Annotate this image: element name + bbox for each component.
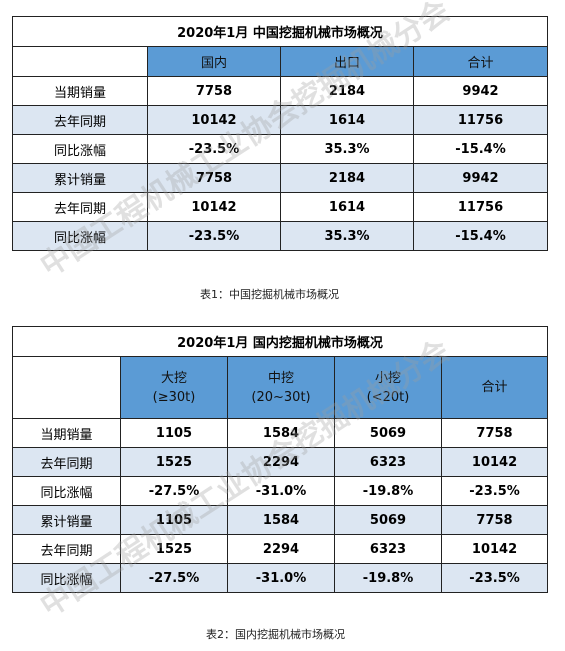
header-line: 中挖: [267, 370, 294, 386]
table-domestic-excavator-market: 2020年1月 国内挖掘机械市场概况 大挖 (≥30t) 中挖 (20~30t)…: [11, 326, 549, 593]
cell-value: 10142: [440, 534, 549, 564]
header-line: (20~30t): [251, 389, 311, 405]
cell-value: -23.5%: [147, 221, 281, 251]
cell-value: 1105: [120, 505, 228, 535]
table1-caption: 表1：中国挖掘机械市场概况: [200, 288, 339, 301]
table-row: 同比涨幅 -23.5% 35.3% -15.4%: [12, 134, 549, 164]
cell-value: 1525: [120, 447, 228, 477]
cell-value: 7758: [440, 418, 549, 448]
cell-value: -27.5%: [120, 476, 228, 506]
row-label: 当期销量: [12, 76, 148, 106]
cell-value: 2294: [227, 447, 335, 477]
cell-value: 1525: [120, 534, 228, 564]
header-export: 出口: [280, 46, 414, 77]
table-title: 2020年1月 国内挖掘机械市场概况: [11, 326, 549, 357]
cell-value: 1614: [280, 192, 414, 222]
row-label: 去年同期: [12, 447, 121, 477]
cell-value: 7758: [147, 76, 281, 106]
row-label: 当期销量: [12, 418, 121, 448]
cell-value: -23.5%: [147, 134, 281, 164]
cell-value: 5069: [334, 418, 442, 448]
cell-value: 11756: [412, 105, 549, 135]
header-line: (≥30t): [152, 389, 196, 405]
row-label: 同比涨幅: [12, 221, 148, 251]
cell-value: 1584: [227, 505, 335, 535]
table-title: 2020年1月 中国挖掘机械市场概况: [11, 16, 549, 47]
row-label: 去年同期: [12, 534, 121, 564]
table-row: 去年同期 1525 2294 6323 10142: [12, 534, 549, 564]
cell-value: -27.5%: [120, 563, 228, 593]
cell-value: 7758: [147, 163, 281, 193]
cell-value: -23.5%: [440, 476, 549, 506]
header-large-excavator: 大挖 (≥30t): [120, 356, 228, 419]
cell-value: 7758: [440, 505, 549, 535]
cell-value: -19.8%: [334, 476, 442, 506]
table2-caption: 表2：国内挖掘机械市场概况: [206, 628, 345, 641]
row-label: 累计销量: [12, 163, 148, 193]
cell-value: 10142: [440, 447, 549, 477]
header-blank: [12, 356, 121, 419]
row-label: 去年同期: [12, 105, 148, 135]
table-row: 同比涨幅 -23.5% 35.3% -15.4%: [12, 221, 549, 251]
table-row: 同比涨幅 -27.5% -31.0% -19.8% -23.5%: [12, 563, 549, 593]
table-row: 当期销量 1105 1584 5069 7758: [12, 418, 549, 448]
cell-value: -15.4%: [412, 134, 549, 164]
cell-value: -23.5%: [440, 563, 549, 593]
header-small-excavator: 小挖 (<20t): [334, 356, 442, 419]
cell-value: 10142: [147, 192, 281, 222]
cell-value: 35.3%: [280, 134, 414, 164]
header-line: (<20t): [366, 389, 410, 405]
table-row: 同比涨幅 -27.5% -31.0% -19.8% -23.5%: [12, 476, 549, 506]
table-row: 累计销量 1105 1584 5069 7758: [12, 505, 549, 535]
table-row: 当期销量 7758 2184 9942: [12, 76, 549, 106]
header-line: 大挖: [160, 370, 187, 386]
cell-value: 6323: [334, 447, 442, 477]
cell-value: 5069: [334, 505, 442, 535]
cell-value: 35.3%: [280, 221, 414, 251]
cell-value: -15.4%: [412, 221, 549, 251]
cell-value: -31.0%: [227, 476, 335, 506]
cell-value: 9942: [412, 163, 549, 193]
cell-value: 9942: [412, 76, 549, 106]
cell-value: 2184: [280, 76, 414, 106]
header-line: 合计: [481, 380, 508, 395]
row-label: 累计销量: [12, 505, 121, 535]
table-row: 去年同期 10142 1614 11756: [12, 105, 549, 135]
table-china-excavator-market: 2020年1月 中国挖掘机械市场概况 国内 出口 合计 当期销量 7758 21…: [11, 16, 549, 251]
table-row: 去年同期 1525 2294 6323 10142: [12, 447, 549, 477]
cell-value: 1614: [280, 105, 414, 135]
row-label: 同比涨幅: [12, 563, 121, 593]
cell-value: -31.0%: [227, 563, 335, 593]
row-label: 同比涨幅: [12, 134, 148, 164]
cell-value: 1584: [227, 418, 335, 448]
cell-value: 11756: [412, 192, 549, 222]
cell-value: 6323: [334, 534, 442, 564]
header-blank: [12, 46, 148, 77]
table-row: 累计销量 7758 2184 9942: [12, 163, 549, 193]
cell-value: 2184: [280, 163, 414, 193]
row-label: 同比涨幅: [12, 476, 121, 506]
cell-value: 1105: [120, 418, 228, 448]
header-total: 合计: [440, 356, 549, 419]
cell-value: 2294: [227, 534, 335, 564]
header-line: 小挖: [374, 370, 401, 386]
header-medium-excavator: 中挖 (20~30t): [227, 356, 335, 419]
header-domestic: 国内: [147, 46, 281, 77]
table-row: 去年同期 10142 1614 11756: [12, 192, 549, 222]
row-label: 去年同期: [12, 192, 148, 222]
cell-value: -19.8%: [334, 563, 442, 593]
cell-value: 10142: [147, 105, 281, 135]
header-total: 合计: [412, 46, 549, 77]
